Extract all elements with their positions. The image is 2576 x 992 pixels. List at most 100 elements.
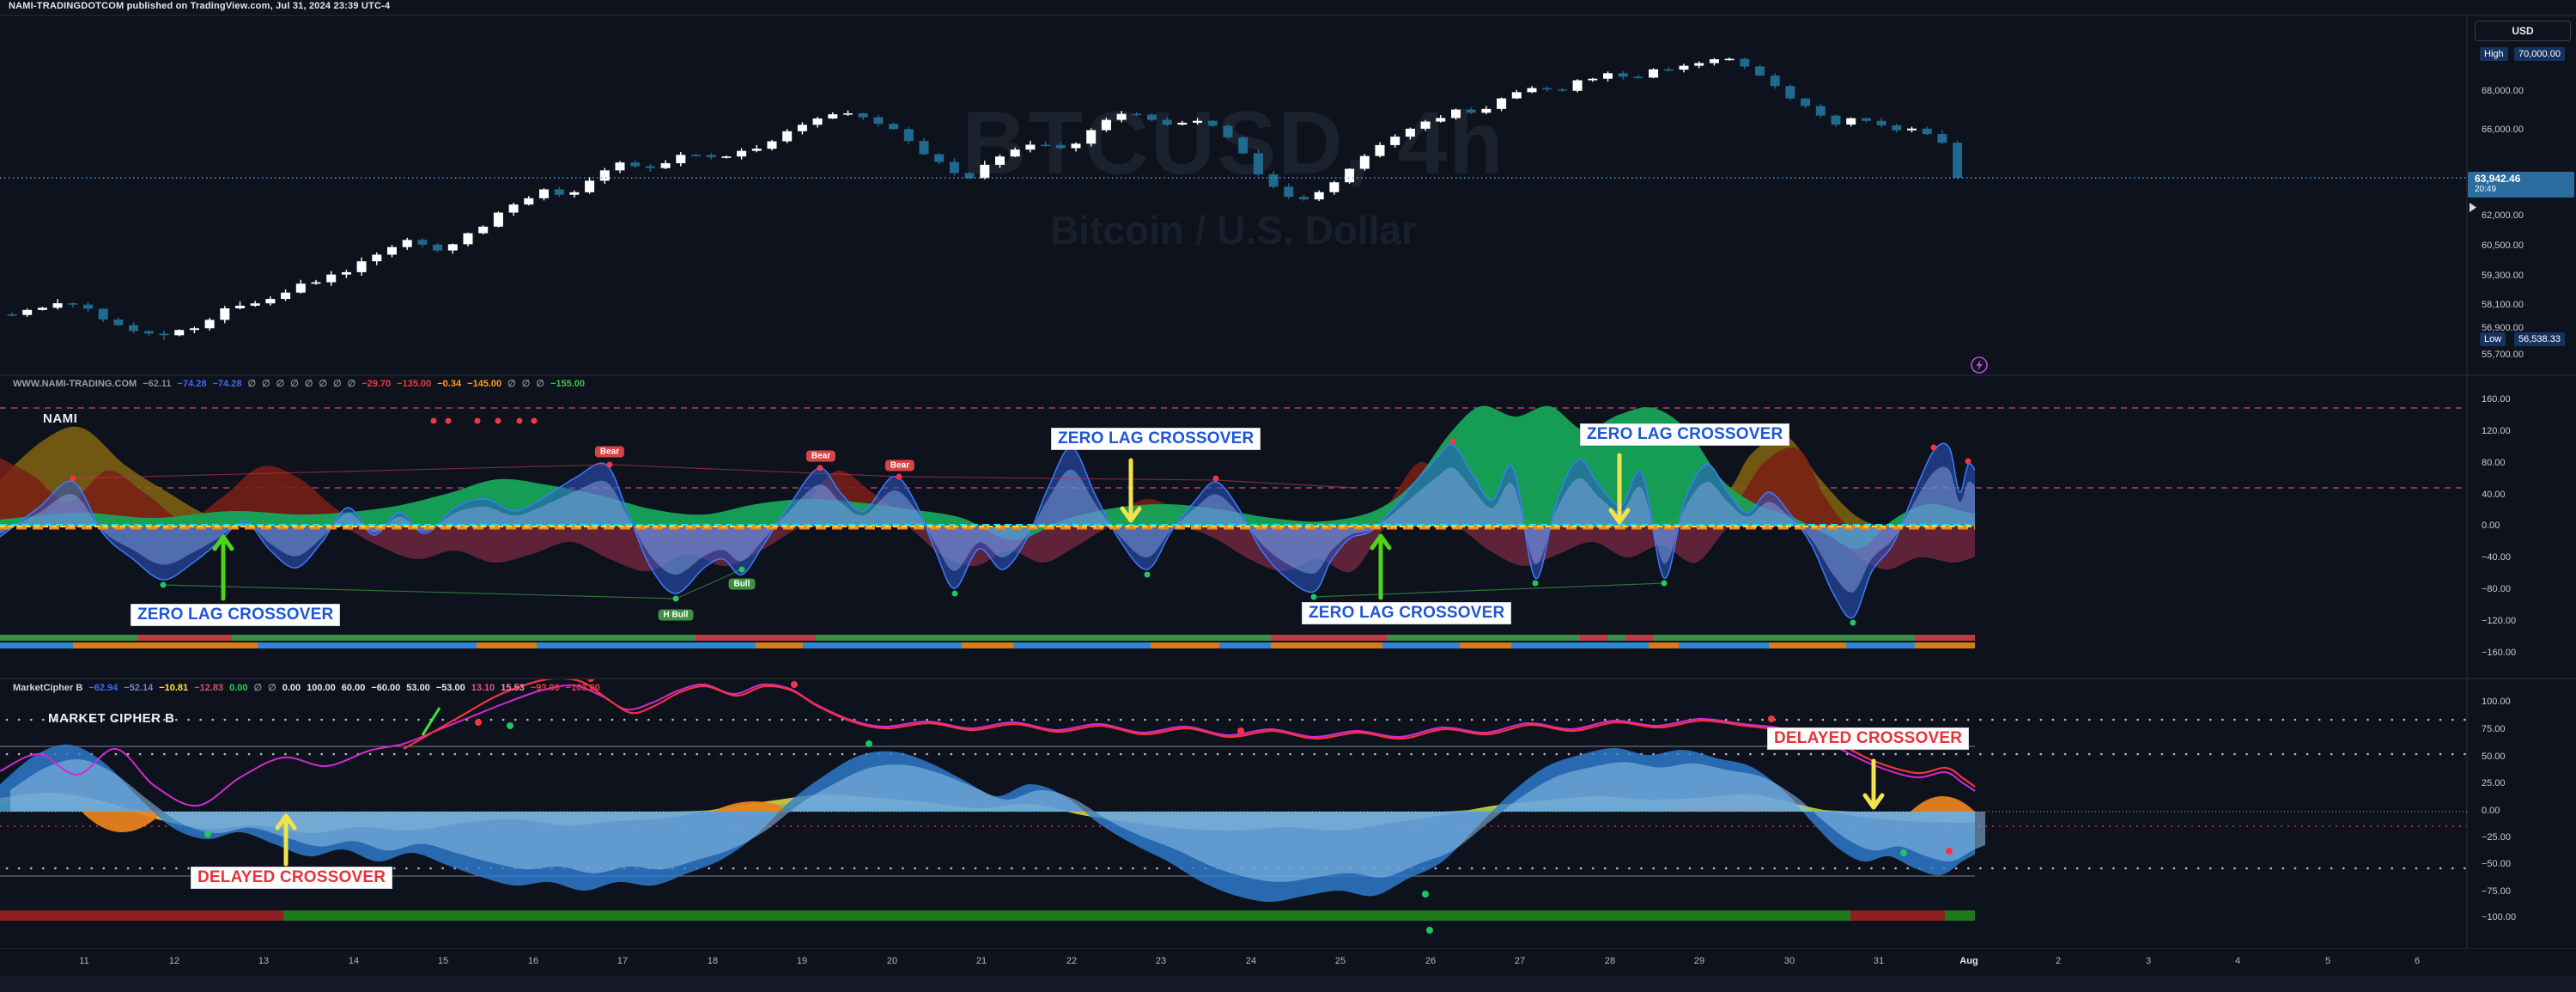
nami-indicator-legend[interactable]: WWW.NAMI-TRADING.COM −62.11 −74.28 −74.28 ∅ ∅… — [13, 378, 591, 390]
legend-value: ∅ — [521, 379, 531, 389]
time-axis-label: 20 — [886, 956, 898, 966]
annotation-label-5[interactable]: DELAYED CROSSOVER — [191, 867, 393, 889]
time-axis-label: 4 — [2234, 956, 2241, 966]
time-axis[interactable] — [0, 949, 2576, 976]
time-axis-label: 16 — [527, 956, 539, 966]
mcb-axis-label: −75.00 — [2482, 886, 2511, 897]
time-axis-label: 14 — [348, 956, 360, 966]
last-price-value: 63,942.46 — [2475, 173, 2521, 185]
bottom-bar — [0, 976, 2576, 992]
price-axis-label: 56,900.00 — [2482, 323, 2524, 333]
nami-axis-label: 80.00 — [2482, 458, 2506, 468]
price-axis-label: 68,000.00 — [2482, 86, 2524, 96]
nami-axis-label: −40.00 — [2482, 552, 2511, 563]
annotation-arrow-3[interactable] — [1370, 533, 1392, 600]
mcb-axis-label: 75.00 — [2482, 724, 2506, 734]
marketcipher-indicator-legend[interactable]: MarketCipher B −62.94 −52.14 −10.81 −12.83 0.… — [13, 682, 606, 694]
legend-value: −103.00 — [565, 683, 600, 693]
price-axis-label: 60,500.00 — [2482, 240, 2524, 251]
high-label-chip: High — [2480, 47, 2508, 61]
time-axis-label: 2 — [2055, 956, 2062, 966]
mcb-axis-label: −25.00 — [2482, 832, 2511, 843]
legend-value: −29.70 — [361, 379, 392, 389]
time-axis-label: 30 — [1783, 956, 1795, 966]
time-axis-label: 31 — [1873, 956, 1885, 966]
annotation-label-4[interactable]: ZERO LAG CROSSOVER — [1580, 423, 1790, 446]
legend-value: −53.00 — [435, 683, 465, 693]
legend-value: −135.00 — [397, 379, 432, 389]
legend-value: ∅ — [247, 379, 257, 389]
legend-value: 0.00 — [282, 683, 301, 693]
time-axis-label: 23 — [1155, 956, 1167, 966]
legend-value: ∅ — [268, 683, 276, 693]
time-axis-label: 17 — [617, 956, 629, 966]
low-label-chip: Low — [2480, 332, 2506, 346]
time-axis-label: 27 — [1514, 956, 1526, 966]
legend-value: −12.83 — [194, 683, 224, 693]
legend-value: −0.34 — [437, 379, 462, 389]
time-axis-label: 25 — [1334, 956, 1346, 966]
annotation-arrow-5[interactable] — [275, 813, 297, 867]
legend-value: ∅ — [507, 379, 516, 389]
nami-axis-label: −160.00 — [2482, 648, 2517, 658]
legend-value: −74.28 — [212, 379, 242, 389]
annotation-label-3[interactable]: ZERO LAG CROSSOVER — [1302, 602, 1512, 624]
bar-countdown: 20:49 — [2475, 185, 2497, 194]
time-axis-label: 21 — [975, 956, 987, 966]
legend-value: −74.28 — [177, 379, 207, 389]
nami-axis-label: 0.00 — [2482, 520, 2500, 531]
mcb-axis-label: 25.00 — [2482, 778, 2506, 788]
time-axis-label: 26 — [1425, 956, 1437, 966]
legend-value: 100.00 — [307, 683, 336, 693]
legend-value: −155.00 — [550, 379, 586, 389]
legend-value: ∅ — [304, 379, 313, 389]
legend-value: 13.10 — [471, 683, 495, 693]
annotation-label-6[interactable]: DELAYED CROSSOVER — [1767, 727, 1970, 750]
time-axis-label: 6 — [2414, 956, 2421, 966]
legend-value: MarketCipher B — [13, 683, 83, 693]
legend-value: ∅ — [262, 379, 270, 389]
annotation-label-2[interactable]: ZERO LAG CROSSOVER — [1051, 428, 1261, 450]
annotation-label-1[interactable]: ZERO LAG CROSSOVER — [131, 604, 341, 626]
annotation-arrow-4[interactable] — [1608, 453, 1631, 525]
legend-value: ∅ — [347, 379, 356, 389]
nami-axis-label: 40.00 — [2482, 490, 2506, 500]
price-axis-label: 66,000.00 — [2482, 125, 2524, 135]
legend-value: −93.00 — [530, 683, 560, 693]
time-axis-label: 18 — [707, 956, 719, 966]
legend-value: ∅ — [333, 379, 342, 389]
legend-value: ∅ — [276, 379, 285, 389]
signal-badge-bear: Bear — [594, 446, 625, 458]
time-axis-label: 13 — [258, 956, 270, 966]
marketcipher-pane-title: MARKET CIPHER B — [48, 711, 175, 726]
lightning-icon[interactable] — [1971, 356, 1988, 374]
time-axis-label: 24 — [1245, 956, 1257, 966]
nami-axis-label: −120.00 — [2482, 616, 2517, 626]
publish-banner: NAMI-TRADINGDOTCOM published on TradingV… — [0, 0, 2576, 14]
legend-value: 15.53 — [501, 683, 525, 693]
annotation-arrow-2[interactable] — [1120, 458, 1142, 523]
nami-pane-title: NAMI — [43, 411, 78, 426]
annotation-arrow-6[interactable] — [1862, 758, 1885, 810]
mcb-axis-label: −100.00 — [2482, 912, 2517, 922]
time-axis-label: 28 — [1604, 956, 1616, 966]
legend-value: WWW.NAMI-TRADING.COM — [13, 379, 137, 389]
price-axis-label: 59,300.00 — [2482, 271, 2524, 281]
price-axis-label: 62,000.00 — [2482, 210, 2524, 221]
annotation-arrow-1[interactable] — [212, 534, 234, 601]
mcb-axis-label: 50.00 — [2482, 752, 2506, 762]
price-axis-label: 58,100.00 — [2482, 300, 2524, 310]
legend-value: −10.81 — [159, 683, 189, 693]
legend-value: −60.00 — [371, 683, 401, 693]
time-axis-label: 19 — [796, 956, 808, 966]
legend-value: −52.14 — [124, 683, 154, 693]
signal-badge-bull: Bull — [728, 578, 756, 590]
high-value-chip: 70,000.00 — [2514, 47, 2565, 61]
publish-text: NAMI-TRADINGDOTCOM published on TradingV… — [9, 1, 391, 11]
legend-value: 53.00 — [406, 683, 430, 693]
time-axis-label: 29 — [1693, 956, 1705, 966]
currency-toggle-button[interactable]: USD — [2475, 21, 2571, 41]
mcb-axis-label: 100.00 — [2482, 697, 2511, 707]
